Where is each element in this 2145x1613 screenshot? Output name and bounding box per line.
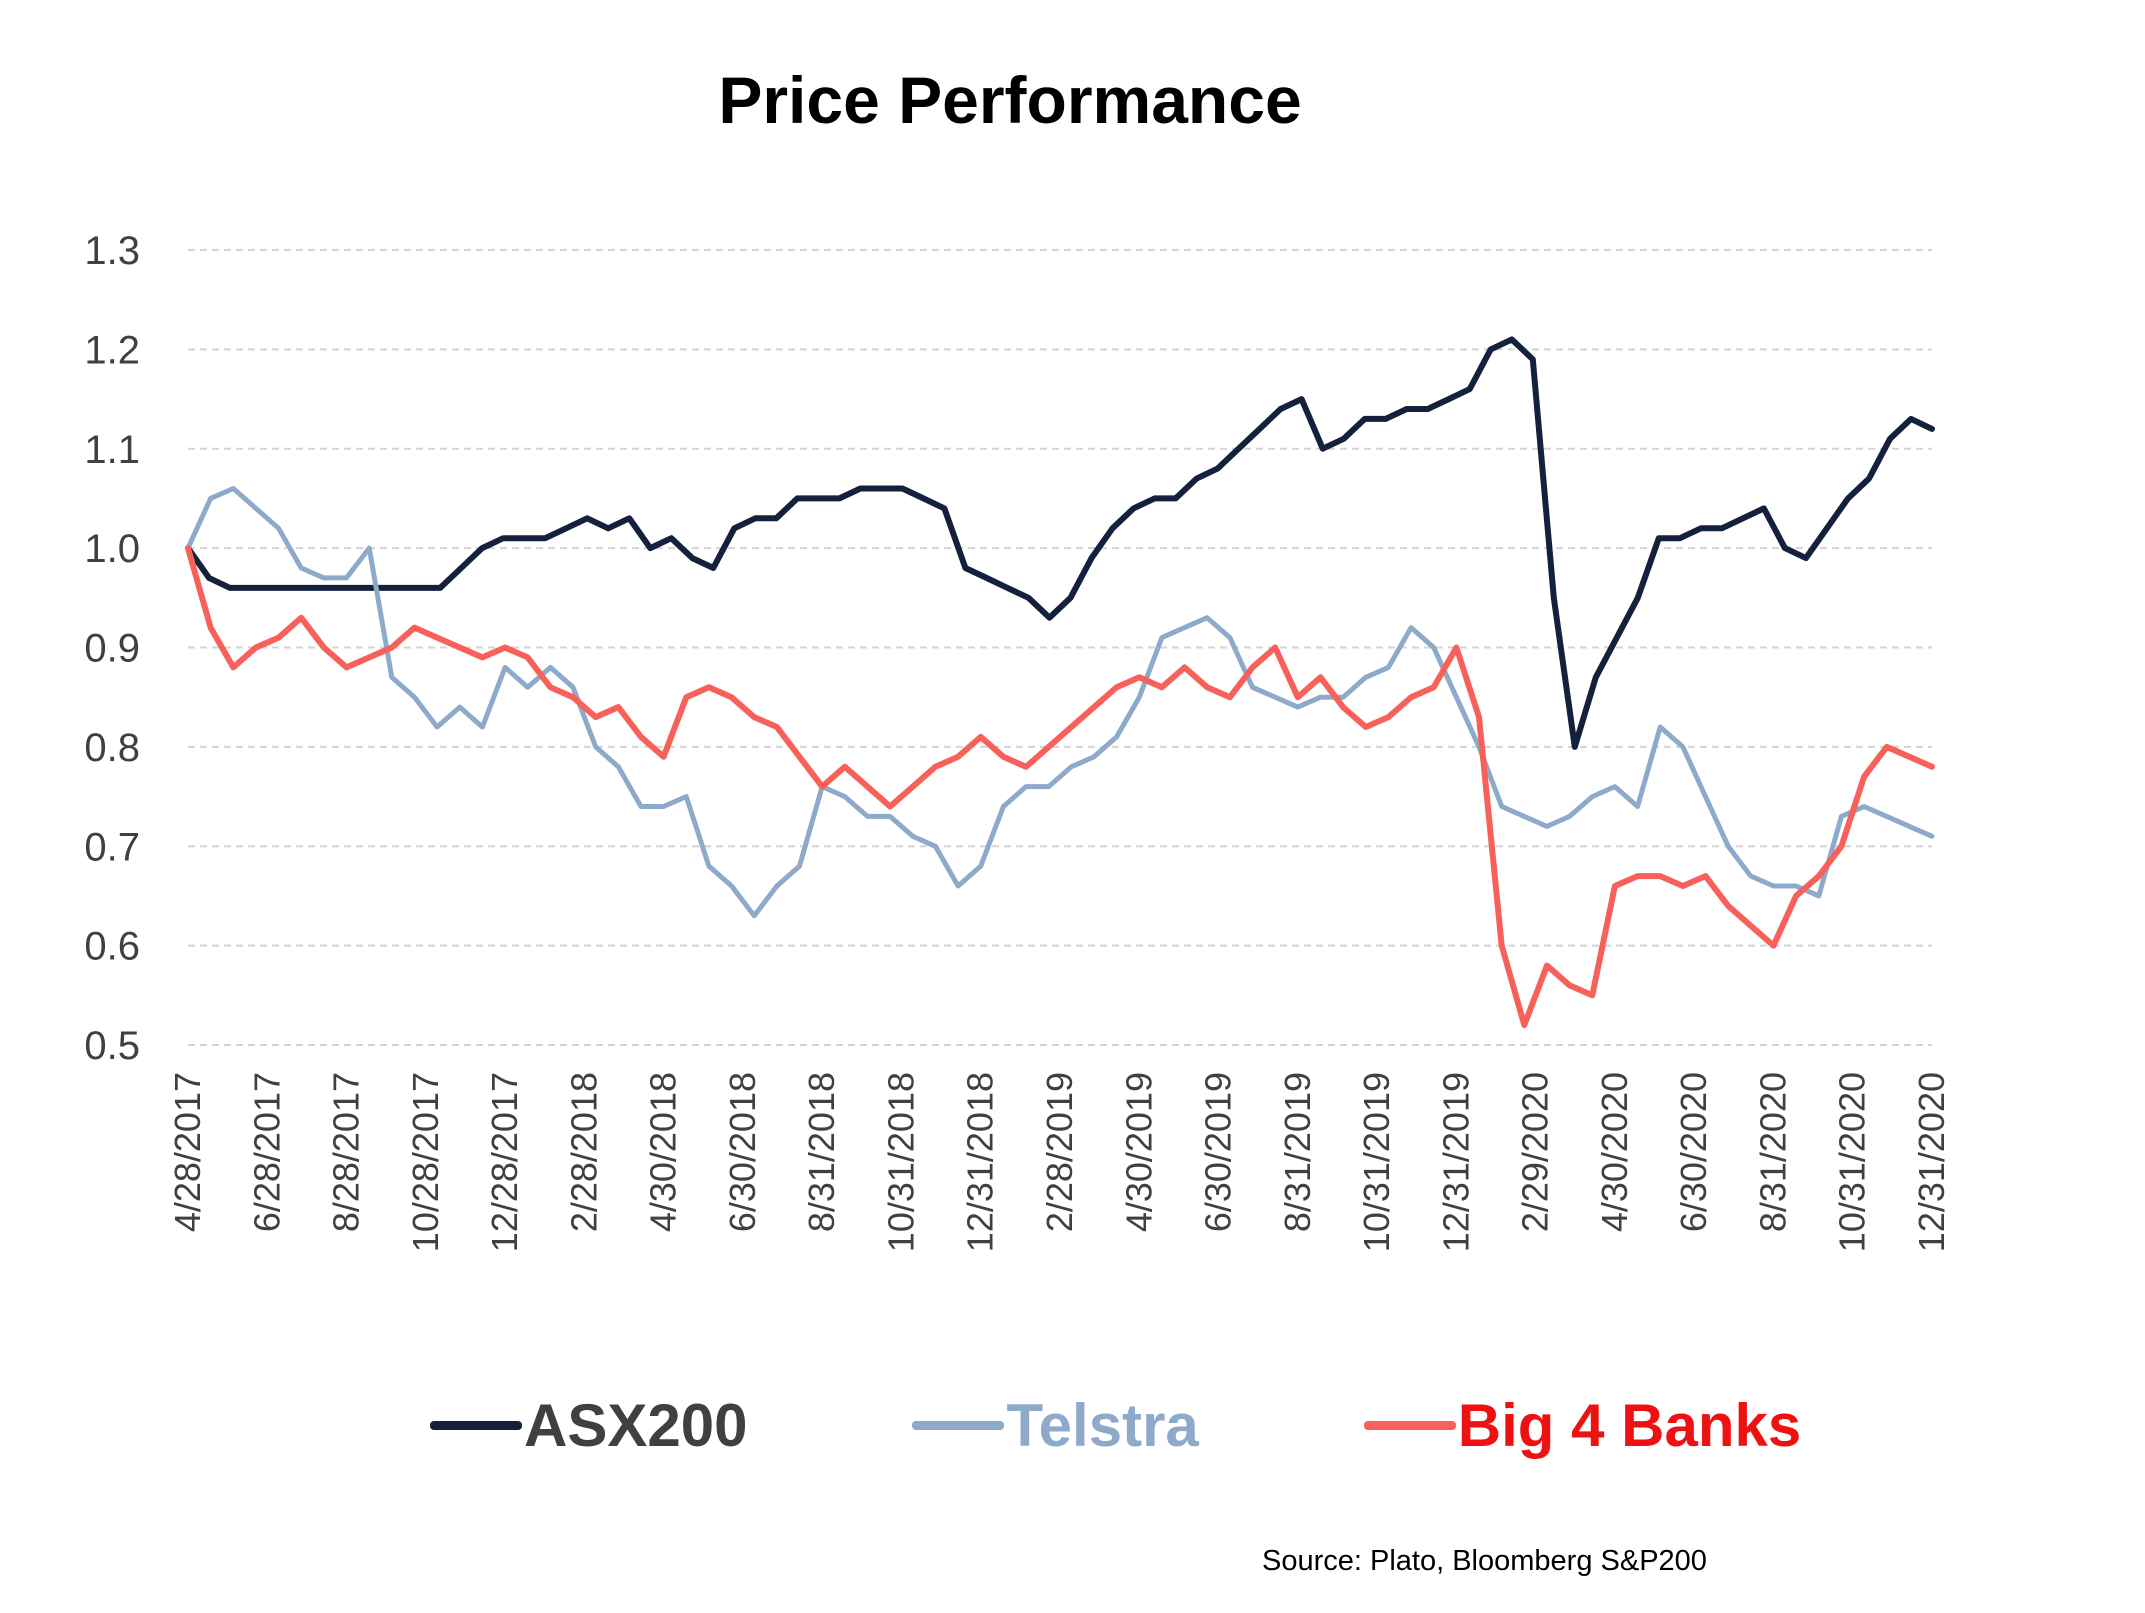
y-tick-label: 0.6 (84, 925, 140, 969)
legend-item-telstra: Telstra (912, 1391, 1199, 1460)
x-tick-label: 8/31/2019 (1277, 1072, 1318, 1232)
x-tick-label: 12/31/2020 (1911, 1072, 1952, 1252)
y-tick-label: 0.9 (84, 627, 140, 671)
y-tick-label: 1.0 (84, 527, 140, 571)
legend-swatch-telstra (912, 1420, 1005, 1430)
y-axis-ticks: 0.5 0.6 0.7 0.8 0.9 1.0 1.1 1.2 1.3 (84, 229, 140, 1068)
x-tick-label: 10/31/2019 (1356, 1072, 1397, 1252)
y-tick-label: 1.3 (84, 229, 140, 273)
x-tick-label: 12/31/2018 (960, 1072, 1001, 1252)
legend-swatch-big4-banks (1363, 1420, 1456, 1430)
y-tick-label: 0.7 (84, 825, 140, 869)
series-line-asx200 (185, 336, 1935, 750)
legend-item-big4-banks: Big 4 Banks (1363, 1391, 1802, 1460)
x-tick-label: 8/31/2018 (801, 1072, 842, 1232)
legend-label-big4-banks: Big 4 Banks (1457, 1391, 1802, 1459)
x-tick-label: 2/28/2018 (563, 1072, 604, 1232)
x-tick-label: 10/31/2020 (1832, 1072, 1873, 1252)
gridlines (188, 249, 1932, 1046)
legend-item-asx200: ASX200 (430, 1391, 747, 1460)
x-tick-label: 4/30/2019 (1118, 1072, 1159, 1232)
x-tick-label: 6/28/2017 (246, 1072, 287, 1232)
x-tick-label: 4/28/2017 (167, 1072, 208, 1232)
x-tick-label: 10/31/2018 (880, 1072, 921, 1252)
x-tick-label: 4/30/2018 (643, 1072, 684, 1232)
x-axis-ticks: 4/28/2017 6/28/2017 8/28/2017 10/28/2017 12/… (167, 1072, 1952, 1252)
y-tick-label: 0.8 (84, 726, 140, 770)
x-tick-label: 6/30/2020 (1673, 1072, 1714, 1232)
x-tick-label: 10/28/2017 (405, 1072, 446, 1252)
series-line-telstra (185, 486, 1935, 919)
legend-label-telstra: Telstra (1006, 1391, 1199, 1459)
legend: ASX200 Telstra Big 4 Banks (430, 1390, 1966, 1460)
x-tick-label: 8/28/2017 (326, 1072, 367, 1232)
x-tick-label: 2/28/2019 (1039, 1072, 1080, 1232)
x-tick-label: 4/30/2020 (1594, 1072, 1635, 1232)
x-tick-label: 8/31/2020 (1752, 1072, 1793, 1232)
y-tick-label: 0.5 (84, 1024, 140, 1068)
legend-swatch-asx200 (430, 1420, 522, 1430)
x-tick-label: 2/29/2020 (1515, 1072, 1556, 1232)
x-tick-label: 6/30/2019 (1198, 1072, 1239, 1232)
x-tick-label: 6/30/2018 (722, 1072, 763, 1232)
series-lines (185, 336, 1935, 1029)
x-tick-label: 12/31/2019 (1435, 1072, 1476, 1252)
y-tick-label: 1.1 (84, 428, 140, 472)
chart-title: Price Performance (718, 63, 1302, 137)
legend-label-asx200: ASX200 (524, 1391, 748, 1459)
source-note: Source: Plato, Bloomberg S&P200 (1262, 1545, 1707, 1577)
series-line-big4-banks (185, 545, 1935, 1029)
x-tick-label: 12/28/2017 (484, 1072, 525, 1252)
y-tick-label: 1.2 (84, 328, 140, 372)
